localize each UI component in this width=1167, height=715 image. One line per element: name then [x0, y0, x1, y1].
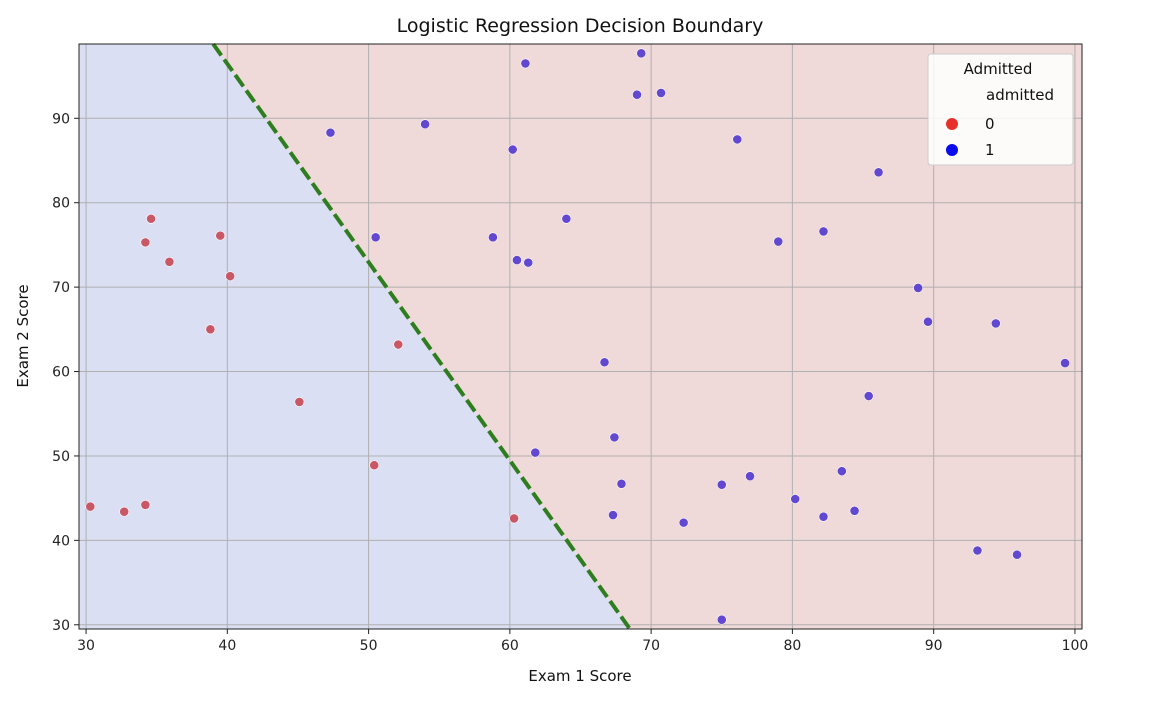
point-admitted [972, 545, 983, 556]
grid-lines [79, 44, 1082, 629]
point-admitted [1060, 358, 1070, 368]
point-admitted [656, 88, 666, 98]
point-admitted [678, 517, 689, 528]
x-tick-label: 80 [783, 638, 801, 654]
point-admitted [863, 391, 874, 401]
point-not-admitted [140, 237, 151, 248]
point-admitted [923, 316, 933, 327]
x-tick-label: 50 [360, 638, 378, 654]
x-tick-label: 30 [77, 638, 95, 654]
y-tick-label: 90 [52, 111, 70, 127]
point-not-admitted [205, 324, 216, 335]
chart-title: Logistic Regression Decision Boundary [397, 15, 764, 37]
point-admitted [636, 48, 647, 59]
point-admitted [1012, 549, 1022, 560]
point-admitted [370, 232, 381, 243]
y-tick-label: 70 [52, 280, 70, 296]
legend-marker-0 [946, 118, 958, 130]
boundary-line [211, 42, 632, 631]
plot-frame [78, 43, 1083, 630]
data-points [85, 48, 1070, 625]
legend-title: Admitted [964, 60, 1033, 78]
point-not-admitted [393, 339, 404, 350]
point-not-admitted [369, 460, 380, 471]
point-admitted [818, 226, 829, 237]
point-admitted [561, 213, 572, 224]
point-admitted [716, 479, 727, 490]
point-admitted [873, 167, 884, 178]
point-not-admitted [509, 513, 520, 524]
point-admitted [745, 471, 755, 482]
point-not-admitted [85, 501, 96, 512]
point-admitted [507, 144, 518, 155]
y-tick-label: 30 [52, 618, 70, 634]
point-admitted [836, 466, 847, 477]
point-not-admitted [119, 506, 130, 517]
y-tick-label: 40 [52, 533, 70, 549]
x-tick-label: 70 [642, 638, 660, 654]
point-admitted [523, 257, 534, 268]
point-admitted [773, 236, 784, 247]
point-admitted [632, 89, 642, 100]
point-admitted [608, 510, 618, 520]
point-admitted [990, 318, 1001, 329]
point-admitted [716, 614, 727, 625]
point-not-admitted [294, 397, 305, 407]
axes: 30 40 50 60 70 80 90 100 30 40 50 60 70 80 90 [52, 43, 1089, 654]
point-admitted [732, 134, 743, 145]
point-admitted [790, 494, 801, 504]
point-admitted [913, 283, 924, 293]
point-not-admitted [225, 271, 236, 282]
point-admitted [420, 119, 431, 130]
point-admitted [599, 357, 610, 368]
x-axis-label: Exam 1 Score [528, 667, 631, 685]
legend-box [927, 53, 1074, 166]
legend-subtitle: admitted [986, 86, 1054, 104]
decision-boundary [211, 42, 632, 631]
y-axis-label: Exam 2 Score [14, 284, 32, 387]
region-not-admitted [79, 44, 630, 629]
x-tick-label: 60 [501, 638, 519, 654]
y-tick-label: 50 [52, 449, 70, 465]
point-admitted [616, 478, 627, 489]
x-tick-label: 100 [1062, 638, 1089, 654]
point-not-admitted [140, 500, 151, 510]
point-admitted [520, 58, 531, 69]
point-admitted [609, 432, 620, 443]
legend: Admitted admitted 0 1 [927, 53, 1074, 166]
region-admitted [213, 44, 1082, 629]
point-admitted [325, 127, 336, 138]
point-not-admitted [146, 213, 156, 224]
point-admitted [512, 255, 522, 266]
point-admitted [818, 511, 829, 522]
point-admitted [488, 232, 498, 243]
x-tick-label: 90 [925, 638, 943, 654]
point-not-admitted [215, 230, 226, 241]
point-admitted [849, 505, 860, 516]
legend-label-1: 1 [985, 141, 995, 159]
point-admitted [530, 447, 541, 458]
plot-background [79, 44, 1082, 629]
point-not-admitted [164, 256, 175, 267]
legend-marker-1 [946, 144, 958, 156]
x-tick-label: 40 [218, 638, 236, 654]
legend-label-0: 0 [985, 115, 995, 133]
y-tick-label: 60 [52, 365, 70, 381]
y-tick-label: 80 [52, 196, 70, 212]
